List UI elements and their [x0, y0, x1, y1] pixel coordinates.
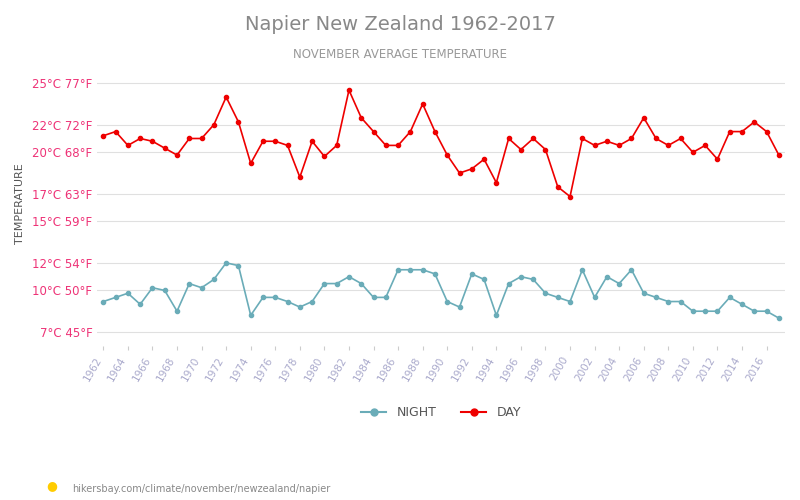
Legend: NIGHT, DAY: NIGHT, DAY [357, 402, 526, 424]
DAY [111, 128, 121, 134]
NIGHT [626, 267, 636, 273]
NIGHT [553, 294, 562, 300]
DAY [357, 115, 366, 121]
DAY [566, 194, 575, 200]
DAY [344, 87, 354, 93]
Y-axis label: TEMPERATURE: TEMPERATURE [15, 164, 25, 244]
NIGHT [111, 294, 121, 300]
NIGHT [357, 280, 366, 286]
DAY [774, 152, 784, 158]
DAY [98, 132, 108, 138]
Line: DAY: DAY [102, 88, 781, 198]
NIGHT [98, 298, 108, 304]
DAY [491, 180, 501, 186]
NIGHT [222, 260, 231, 266]
DAY [529, 136, 538, 141]
Text: hikersbay.com/climate/november/newzealand/napier: hikersbay.com/climate/november/newzealan… [72, 484, 330, 494]
Text: ●: ● [46, 480, 58, 492]
DAY [639, 115, 649, 121]
Text: Napier New Zealand 1962-2017: Napier New Zealand 1962-2017 [245, 15, 555, 34]
Line: NIGHT: NIGHT [102, 261, 781, 320]
NIGHT [774, 315, 784, 321]
Text: NOVEMBER AVERAGE TEMPERATURE: NOVEMBER AVERAGE TEMPERATURE [293, 48, 507, 60]
NIGHT [491, 312, 501, 318]
NIGHT [529, 276, 538, 282]
DAY [553, 184, 562, 190]
